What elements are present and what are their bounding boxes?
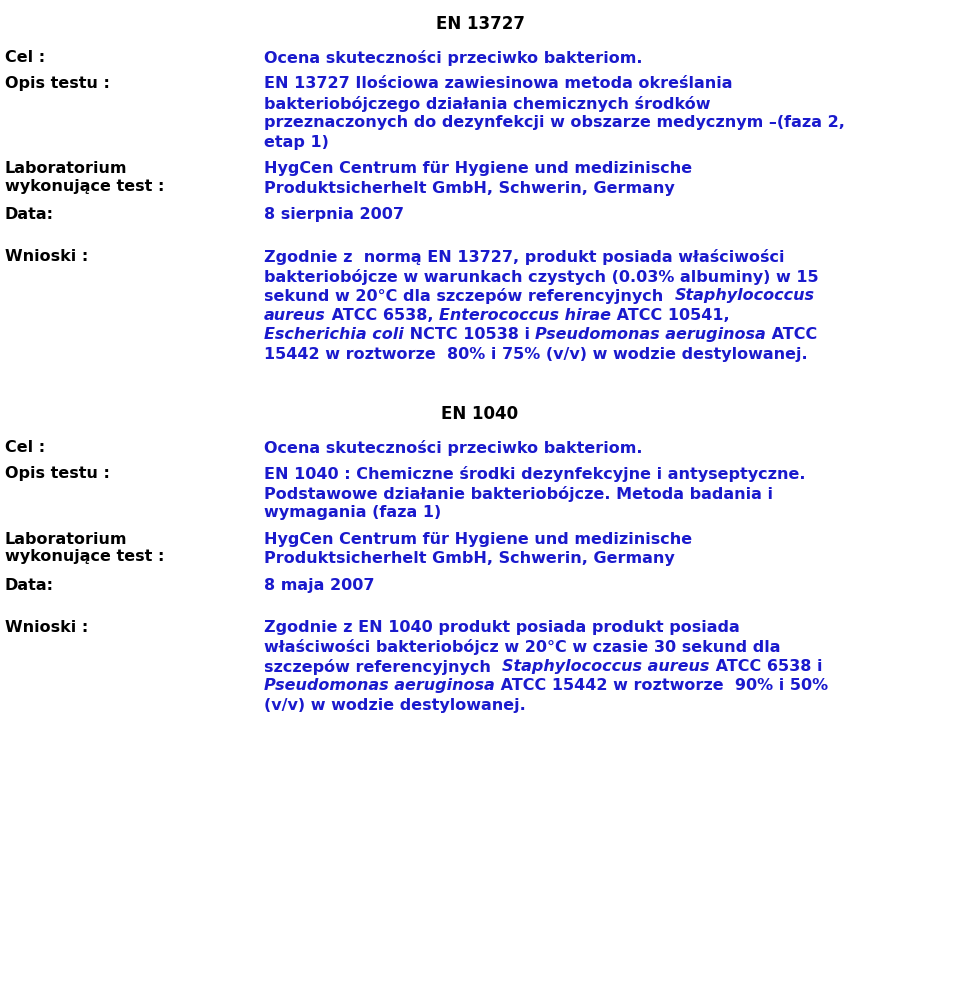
Text: bakteriobójczego działania chemicznych środków: bakteriobójczego działania chemicznych ś… xyxy=(264,96,710,112)
Text: ATCC 6538 i: ATCC 6538 i xyxy=(709,658,822,673)
Text: Pseudomonas aeruginosa: Pseudomonas aeruginosa xyxy=(536,327,766,342)
Text: 8 sierpnia 2007: 8 sierpnia 2007 xyxy=(264,207,404,222)
Text: Laboratorium
wykonujące test :: Laboratorium wykonujące test : xyxy=(5,531,164,564)
Text: Staphylococcus aureus: Staphylococcus aureus xyxy=(502,658,709,673)
Text: Escherichia coli: Escherichia coli xyxy=(264,327,404,342)
Text: EN 1040: EN 1040 xyxy=(442,405,518,423)
Text: Cel :: Cel : xyxy=(5,441,45,456)
Text: HygCen Centrum für Hygiene und medizinische: HygCen Centrum für Hygiene und medizinis… xyxy=(264,161,692,176)
Text: Opis testu :: Opis testu : xyxy=(5,77,109,92)
Text: etap 1): etap 1) xyxy=(264,135,329,150)
Text: NCTC 10538 i: NCTC 10538 i xyxy=(404,327,536,342)
Text: EN 1040 : Chemiczne środki dezynfekcyjne i antyseptyczne.: EN 1040 : Chemiczne środki dezynfekcyjne… xyxy=(264,467,805,483)
Text: Zgodnie z  normą EN 13727, produkt posiada właściwości: Zgodnie z normą EN 13727, produkt posiad… xyxy=(264,249,784,265)
Text: Staphylococcus: Staphylococcus xyxy=(675,288,814,303)
Text: przeznaczonych do dezynfekcji w obszarze medycznym –(faza 2,: przeznaczonych do dezynfekcji w obszarze… xyxy=(264,116,845,131)
Text: Zgodnie z EN 1040 produkt posiada produkt posiada: Zgodnie z EN 1040 produkt posiada produk… xyxy=(264,619,740,634)
Text: bakteriobójcze w warunkach czystych (0.03% albuminy) w 15: bakteriobójcze w warunkach czystych (0.0… xyxy=(264,269,819,285)
Text: Ocena skuteczności przeciwko bakteriom.: Ocena skuteczności przeciwko bakteriom. xyxy=(264,50,642,66)
Text: Laboratorium
wykonujące test :: Laboratorium wykonujące test : xyxy=(5,161,164,194)
Text: sekund w 20°C dla szczepów referencyjnych: sekund w 20°C dla szczepów referencyjnyc… xyxy=(264,288,675,304)
Text: szczepów referencyjnych: szczepów referencyjnych xyxy=(264,658,502,674)
Text: EN 13727 Ilościowa zawiesinowa metoda określania: EN 13727 Ilościowa zawiesinowa metoda ok… xyxy=(264,77,732,92)
Text: wymagania (faza 1): wymagania (faza 1) xyxy=(264,505,442,520)
Text: Produktsicherhelt GmbH, Schwerin, Germany: Produktsicherhelt GmbH, Schwerin, German… xyxy=(264,551,675,566)
Text: właściwości bakteriobójcz w 20°C w czasie 30 sekund dla: właściwości bakteriobójcz w 20°C w czasi… xyxy=(264,639,780,655)
Text: 15442 w roztworze  80% i 75% (v/v) w wodzie destylowanej.: 15442 w roztworze 80% i 75% (v/v) w wodz… xyxy=(264,347,807,362)
Text: 8 maja 2007: 8 maja 2007 xyxy=(264,577,374,592)
Text: Produktsicherhelt GmbH, Schwerin, Germany: Produktsicherhelt GmbH, Schwerin, German… xyxy=(264,181,675,196)
Text: Ocena skuteczności przeciwko bakteriom.: Ocena skuteczności przeciwko bakteriom. xyxy=(264,441,642,457)
Text: ATCC 10541,: ATCC 10541, xyxy=(611,308,730,323)
Text: Wnioski :: Wnioski : xyxy=(5,249,88,264)
Text: aureus: aureus xyxy=(264,308,325,323)
Text: Cel :: Cel : xyxy=(5,50,45,65)
Text: Data:: Data: xyxy=(5,577,54,592)
Text: HygCen Centrum für Hygiene und medizinische: HygCen Centrum für Hygiene und medizinis… xyxy=(264,531,692,546)
Text: ATCC 6538,: ATCC 6538, xyxy=(325,308,439,323)
Text: ATCC 15442 w roztworze  90% i 50%: ATCC 15442 w roztworze 90% i 50% xyxy=(494,678,828,693)
Text: Wnioski :: Wnioski : xyxy=(5,619,88,634)
Text: ATCC: ATCC xyxy=(766,327,817,342)
Text: Enterococcus hirae: Enterococcus hirae xyxy=(439,308,611,323)
Text: (v/v) w wodzie destylowanej.: (v/v) w wodzie destylowanej. xyxy=(264,697,526,712)
Text: Opis testu :: Opis testu : xyxy=(5,467,109,482)
Text: EN 13727: EN 13727 xyxy=(436,15,524,33)
Text: Data:: Data: xyxy=(5,207,54,222)
Text: Pseudomonas aeruginosa: Pseudomonas aeruginosa xyxy=(264,678,494,693)
Text: Podstawowe działanie bakteriobójcze. Metoda badania i: Podstawowe działanie bakteriobójcze. Met… xyxy=(264,486,773,501)
